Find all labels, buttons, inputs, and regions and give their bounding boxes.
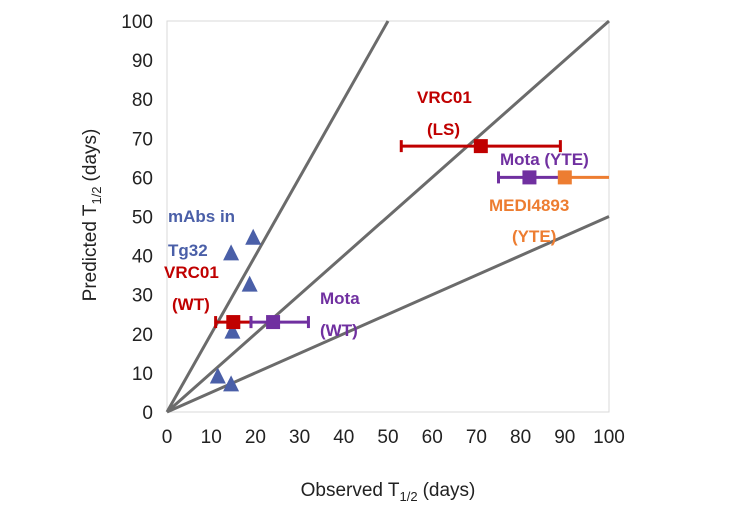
annotations: mAbs in Tg32 VRC01 (WT) Mota (WT) VRC01 … xyxy=(164,88,589,340)
x-tick-label: 20 xyxy=(245,427,266,448)
x-tick-label: 40 xyxy=(333,427,354,448)
annotation-medi4893-yte: MEDI4893 (YTE) xyxy=(489,196,574,246)
y-tick-label: 20 xyxy=(132,325,153,346)
annotation-mabs-tg32: mAbs in Tg32 xyxy=(168,207,240,260)
y-tick-label: 70 xyxy=(132,129,153,150)
annotation-line: Mota (YTE) xyxy=(500,150,589,169)
x-axis-ticks: 0 10 20 30 40 50 60 70 80 90 100 xyxy=(162,427,625,448)
x-tick-label: 90 xyxy=(554,427,575,448)
data-series xyxy=(209,139,609,392)
y-tick-label: 90 xyxy=(132,51,153,72)
series-mabs-in-tg32 xyxy=(209,228,262,392)
data-point-square xyxy=(473,139,488,154)
data-point-square xyxy=(522,170,537,185)
x-tick-label: 30 xyxy=(289,427,310,448)
annotation-line: Tg32 xyxy=(168,241,208,260)
x-axis-label-unit: (days) xyxy=(423,480,476,501)
series-mota-yte xyxy=(497,170,562,185)
annotation-line: (LS) xyxy=(427,120,460,139)
annotation-line: VRC01 xyxy=(417,88,472,107)
y-axis-label: Predicted T1/2 (days) xyxy=(80,129,104,302)
y-tick-label: 0 xyxy=(142,403,153,424)
data-point-triangle xyxy=(223,244,240,261)
series-medi4893-yte xyxy=(557,170,609,185)
series-vrc01-ls xyxy=(399,139,562,154)
annotation-mota-wt: Mota (WT) xyxy=(320,289,364,340)
y-axis-ticks: 0 10 20 30 40 50 60 70 80 90 100 xyxy=(121,12,153,424)
x-tick-label: 70 xyxy=(466,427,487,448)
annotation-line: (WT) xyxy=(172,295,210,314)
x-tick-label: 100 xyxy=(593,427,625,448)
y-tick-label: 60 xyxy=(132,168,153,189)
x-axis-label-sub: 1/2 xyxy=(400,489,418,504)
y-axis-label-main: Predicted T xyxy=(80,204,101,301)
y-tick-label: 50 xyxy=(132,208,153,229)
data-point-triangle xyxy=(209,367,226,384)
x-axis-label-main: Observed T xyxy=(301,480,400,501)
annotation-line: VRC01 xyxy=(164,263,219,282)
y-tick-label: 30 xyxy=(132,286,153,307)
annotation-line: (YTE) xyxy=(512,227,556,246)
reference-line-ratio-1x xyxy=(166,19,610,414)
annotation-line: mAbs in xyxy=(168,207,235,226)
x-tick-label: 50 xyxy=(377,427,398,448)
x-axis-label: Observed T1/2 (days) xyxy=(301,480,476,504)
data-point-square xyxy=(557,170,572,185)
reference-line-ratio-0.5x xyxy=(166,215,610,414)
y-tick-label: 40 xyxy=(132,247,153,268)
x-tick-label: 80 xyxy=(510,427,531,448)
data-point-triangle xyxy=(223,375,240,392)
y-tick-label: 100 xyxy=(121,12,153,33)
y-axis-label-unit: (days) xyxy=(80,129,101,182)
data-point-square xyxy=(266,315,281,330)
annotation-vrc01-wt: VRC01 (WT) xyxy=(164,263,224,314)
y-tick-label: 10 xyxy=(132,364,153,385)
data-point-square xyxy=(226,315,241,330)
reference-line-ratio-2x xyxy=(165,20,390,413)
annotation-line: MEDI4893 xyxy=(489,196,569,215)
y-axis-label-sub: 1/2 xyxy=(89,186,104,204)
annotation-mota-yte: Mota (YTE) xyxy=(500,150,589,169)
data-point-triangle xyxy=(241,275,258,292)
annotation-line: (WT) xyxy=(320,321,358,340)
data-point-triangle xyxy=(245,228,262,245)
x-tick-label: 0 xyxy=(162,427,173,448)
reference-lines xyxy=(165,19,610,414)
series-mota-wt xyxy=(249,315,310,330)
annotation-line: Mota xyxy=(320,289,360,308)
x-tick-label: 10 xyxy=(201,427,222,448)
annotation-vrc01-ls: VRC01 (LS) xyxy=(417,88,477,139)
y-tick-label: 80 xyxy=(132,90,153,111)
x-tick-label: 60 xyxy=(422,427,443,448)
data-point-triangle xyxy=(224,322,241,339)
